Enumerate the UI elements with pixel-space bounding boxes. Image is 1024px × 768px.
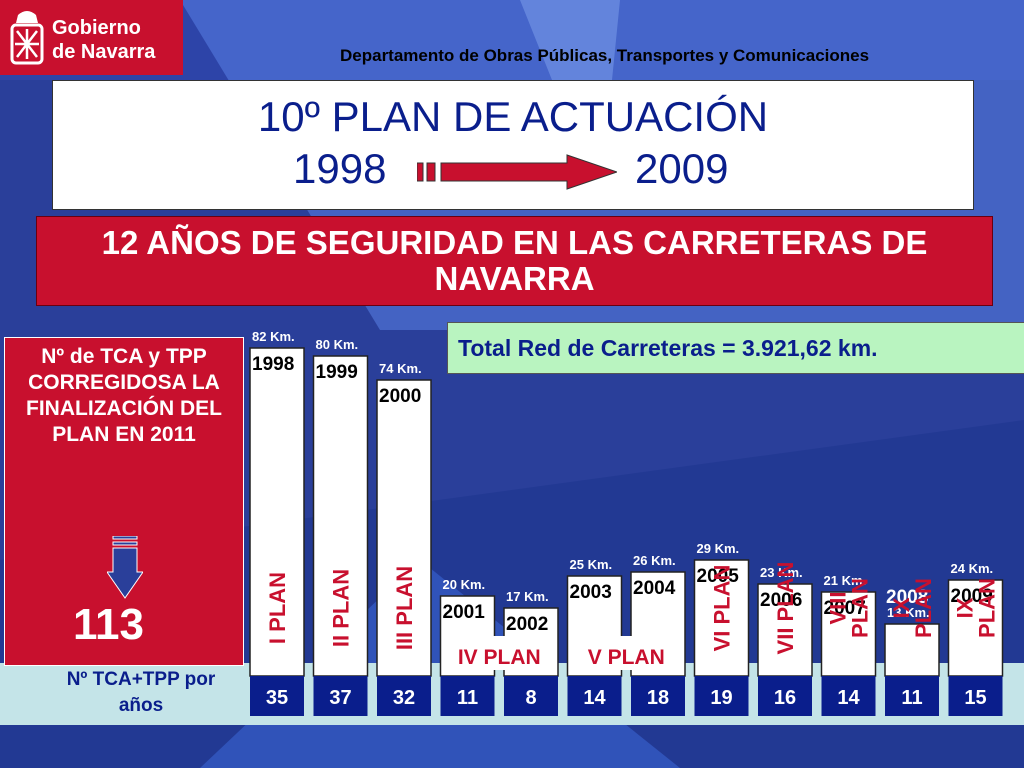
corrected-count-panel: Nº de TCA y TPP CORREGIDOSA LA FINALIZAC… (4, 337, 244, 666)
navarra-emblem-icon (10, 11, 44, 65)
year-start: 1998 (293, 145, 387, 192)
corrected-total: 113 (73, 600, 144, 649)
corrected-count-description: Nº de TCA y TPP CORREGIDOSA LA FINALIZAC… (26, 345, 222, 446)
year-end: 2009 (635, 145, 729, 192)
counts-strip-label: Nº TCA+TPP por años (66, 669, 216, 716)
subtitle-text: 12 AÑOS DE SEGURIDAD EN LAS CARRETERAS D… (101, 224, 928, 297)
right-arrow-icon (417, 154, 617, 190)
title-box: 10º PLAN DE ACTUACIÓN 1998 2009 (52, 80, 974, 210)
total-network-box: Total Red de Carreteras = 3.921,62 km. (447, 322, 1024, 374)
department-name: Departamento de Obras Públicas, Transpor… (340, 46, 870, 65)
gobierno-logo: Gobierno de Navarra (0, 0, 183, 75)
total-network-text: Total Red de Carreteras = 3.921,62 km. (458, 335, 878, 361)
plan-title: 10º PLAN DE ACTUACIÓN (257, 93, 769, 140)
logo-wordmark: Gobierno de Navarra (52, 17, 156, 63)
subtitle-banner: 12 AÑOS DE SEGURIDAD EN LAS CARRETERAS D… (36, 216, 993, 306)
down-arrow-icon (107, 536, 143, 599)
